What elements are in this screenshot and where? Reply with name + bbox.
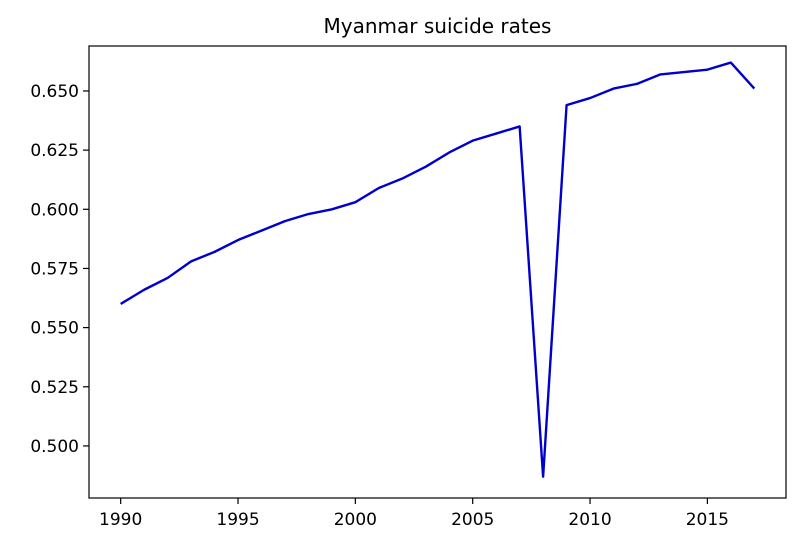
y-tick-label: 0.650 <box>30 82 79 102</box>
series-line <box>120 61 756 478</box>
y-tick-label: 0.550 <box>30 319 79 339</box>
y-tick-label: 0.500 <box>30 437 79 457</box>
x-tick-label: 2005 <box>451 510 494 530</box>
plot-frame <box>88 45 787 499</box>
y-tick-label: 0.625 <box>30 141 79 161</box>
y-tick-label: 0.600 <box>30 200 79 220</box>
y-tick-label: 0.575 <box>30 259 79 279</box>
x-axis-ticks: 1990 1995 2000 2005 2010 2015 <box>99 498 729 530</box>
x-tick-label: 2015 <box>686 510 729 530</box>
x-tick-label: 1995 <box>216 510 259 530</box>
series-layer <box>120 61 756 478</box>
x-tick-label: 2000 <box>334 510 377 530</box>
chart-title: Myanmar suicide rates <box>324 14 552 38</box>
y-tick-label: 0.525 <box>30 378 79 398</box>
x-tick-label: 2010 <box>568 510 611 530</box>
y-axis-ticks: 0.500 0.525 0.550 0.575 0.600 0.625 0.650 <box>30 82 89 457</box>
x-tick-label: 1990 <box>99 510 142 530</box>
